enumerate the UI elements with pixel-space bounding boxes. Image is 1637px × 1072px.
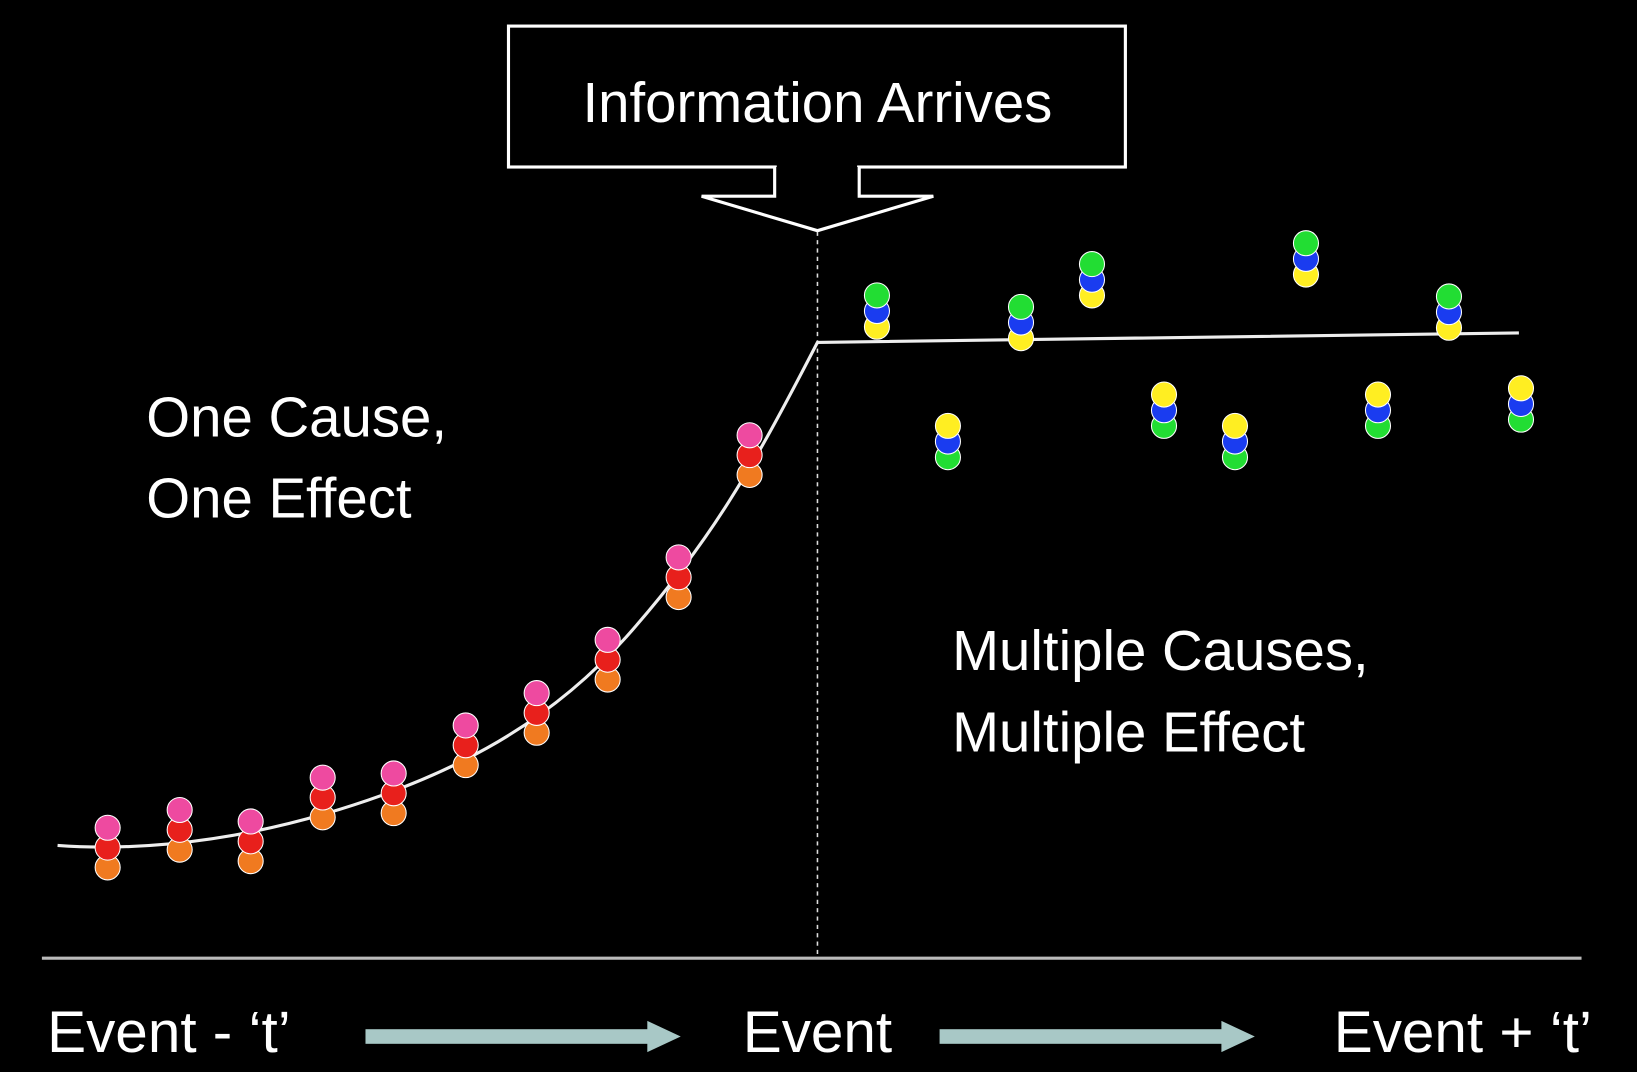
dot [1078, 251, 1106, 278]
arrow-shaft [365, 1029, 653, 1044]
dot [1007, 293, 1035, 320]
right-label-line: Multiple Causes, [952, 619, 1369, 682]
data-dots [94, 230, 1535, 881]
left-label-line: One Effect [146, 467, 412, 530]
dot [1221, 412, 1249, 439]
timeline-label: Event - ‘t’ [47, 1000, 291, 1065]
dot [863, 282, 891, 309]
dot [1150, 381, 1178, 408]
arrow-head [647, 1020, 681, 1053]
left-label-line: One Cause, [146, 385, 447, 448]
arrow-head [1221, 1020, 1255, 1053]
dot [1507, 375, 1535, 402]
timeline-label: Event [743, 1000, 892, 1065]
dot [452, 712, 479, 739]
dot [237, 808, 264, 835]
dot [380, 760, 407, 787]
dot [309, 764, 336, 791]
arrow-shaft [939, 1029, 1227, 1044]
dot [166, 796, 193, 824]
dot [523, 680, 550, 707]
dot [1435, 283, 1463, 310]
timeline-label: Event + ‘t’ [1334, 1000, 1592, 1065]
dot [934, 412, 961, 439]
callout-text: Information Arrives [583, 71, 1053, 134]
timeline-arrows [365, 1020, 1255, 1053]
dot [1292, 230, 1320, 257]
dot [594, 626, 621, 653]
dot [736, 422, 763, 449]
dot [94, 814, 121, 841]
dot [665, 544, 692, 571]
callout-arrow [701, 167, 934, 233]
dot [1364, 381, 1392, 408]
right-label-line: Multiple Effect [952, 701, 1305, 764]
callout-box [506, 24, 1127, 169]
callout-gap [776, 163, 858, 171]
